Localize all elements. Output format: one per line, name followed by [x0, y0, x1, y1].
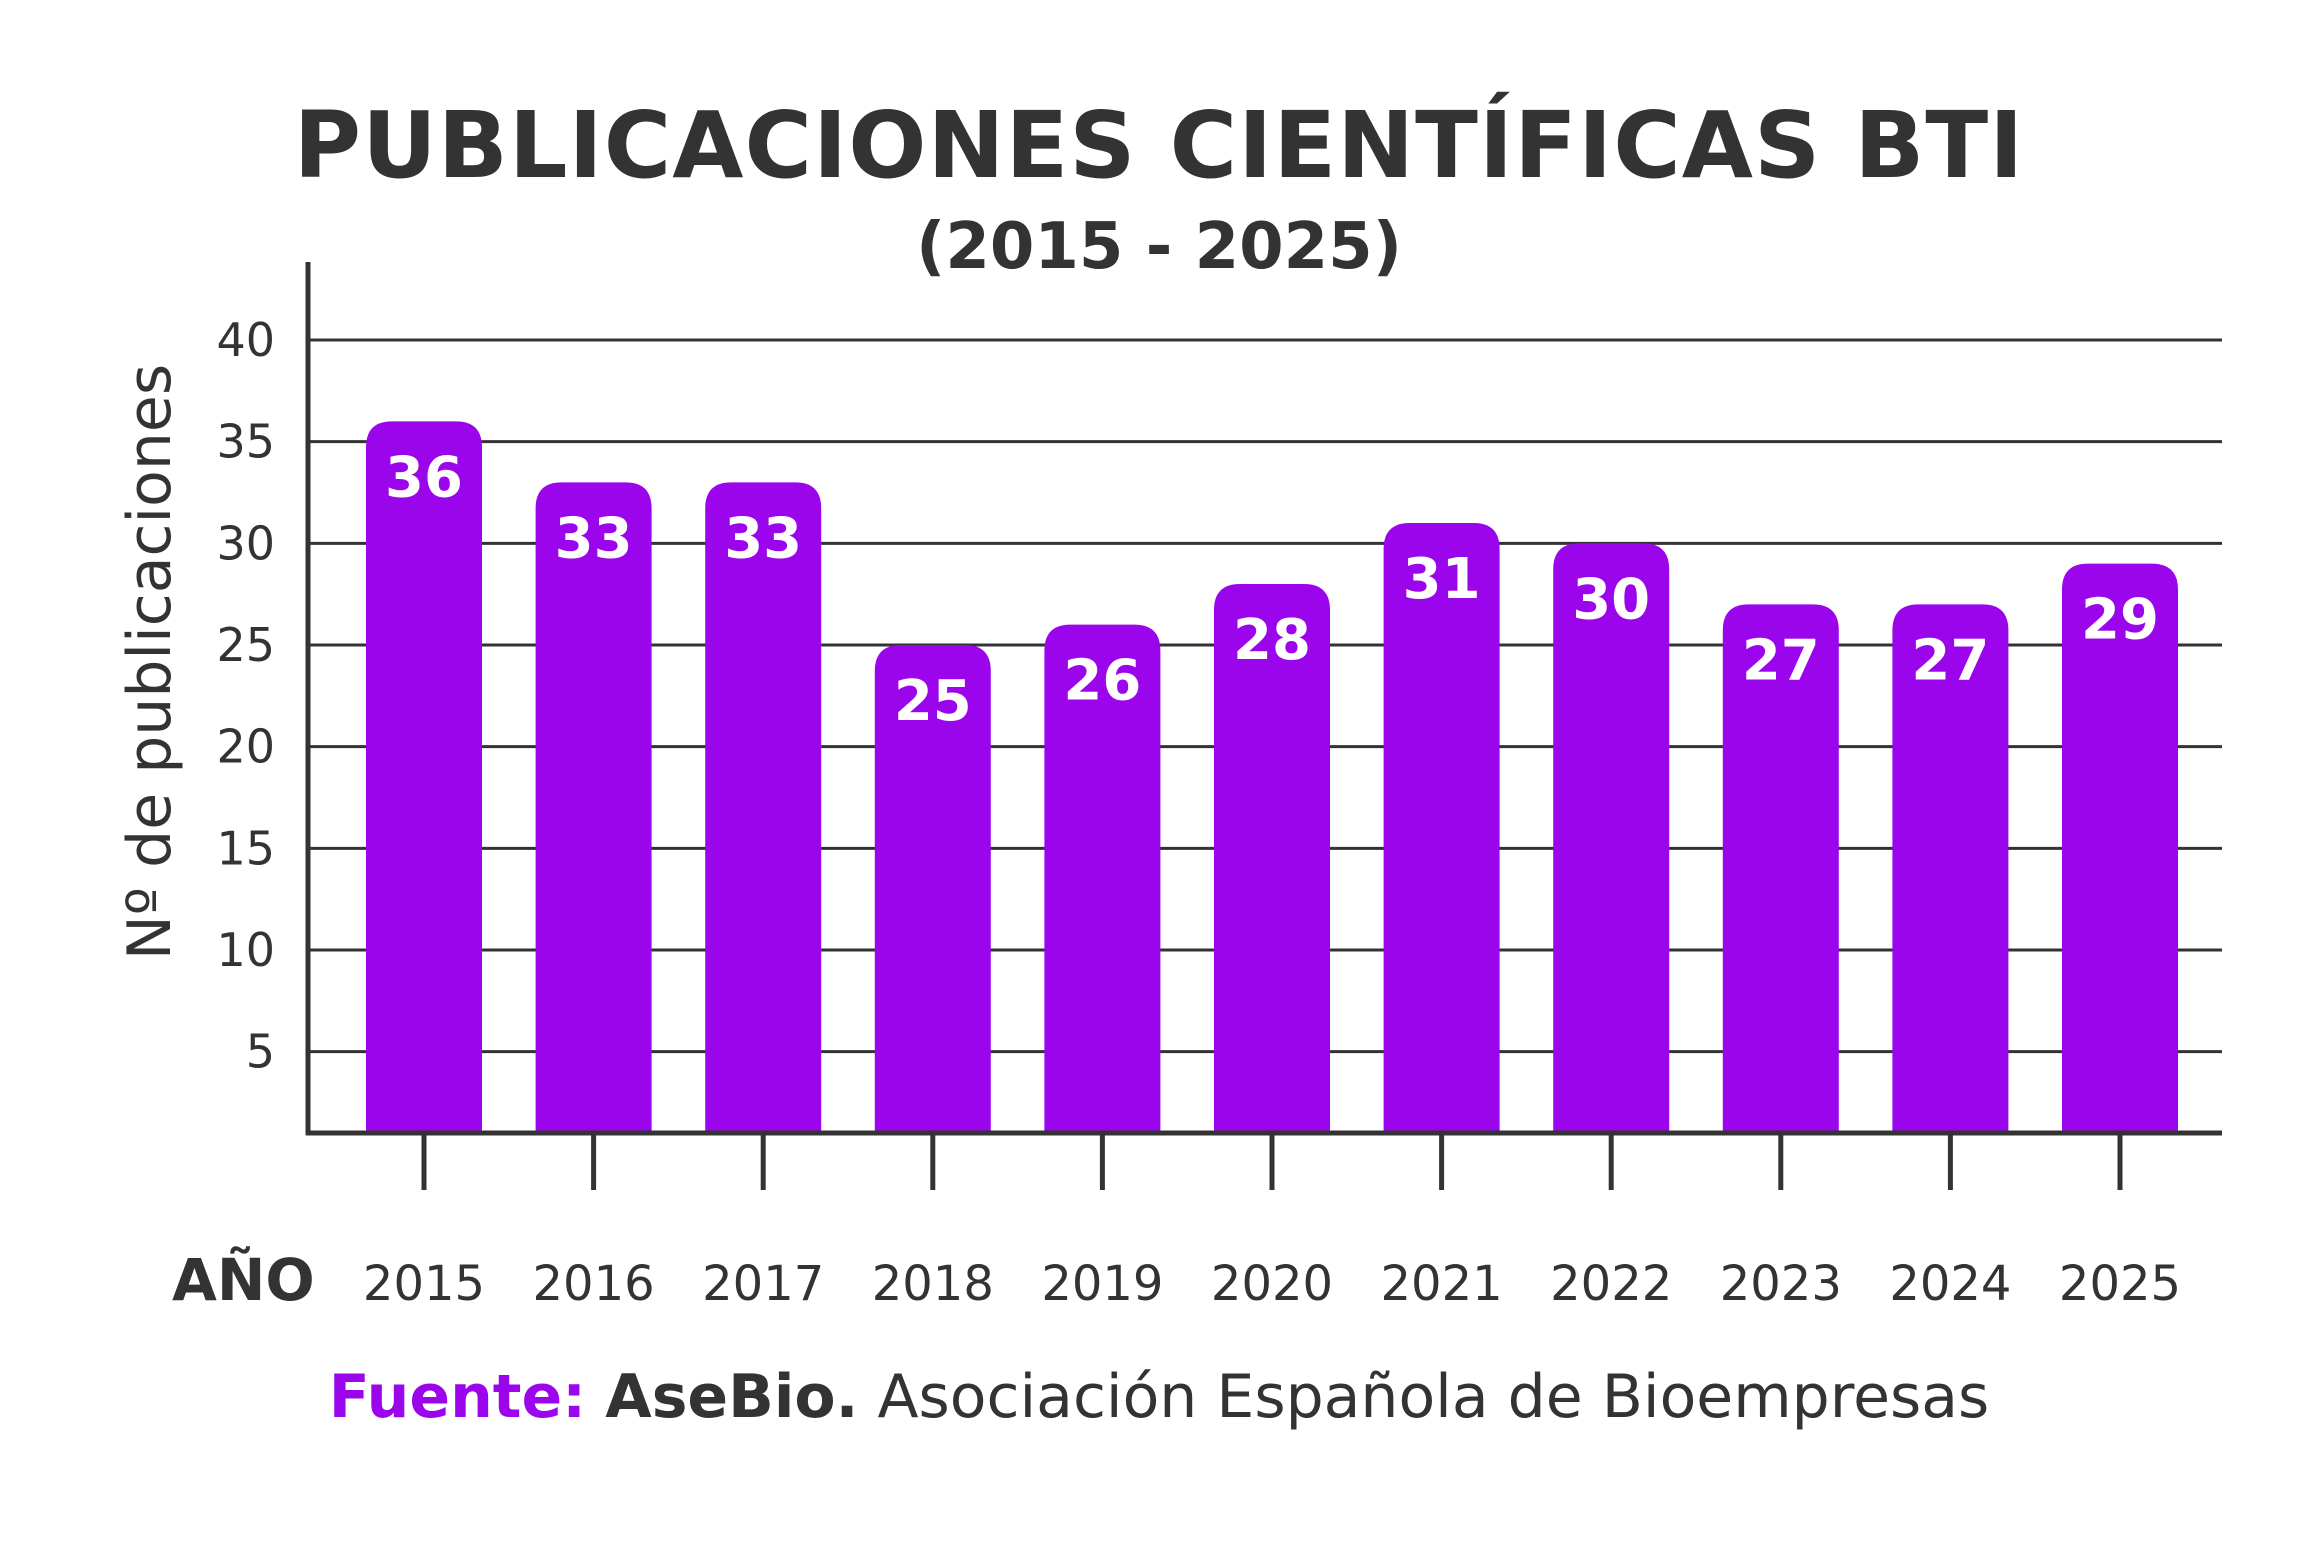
- source-text: Asociación Española de Bioempresas: [877, 1362, 1990, 1432]
- x-tick-label: 2015: [363, 1256, 485, 1312]
- y-tick-label: 5: [246, 1025, 275, 1079]
- data-label: 25: [894, 669, 972, 734]
- x-tick-label: 2024: [1889, 1256, 2011, 1312]
- source-label: Fuente:: [328, 1362, 587, 1432]
- y-tick-label: 25: [216, 618, 275, 672]
- bar: [705, 482, 822, 1133]
- chart-subtitle: (2015 - 2025): [916, 210, 1402, 284]
- bar: [874, 645, 991, 1133]
- x-tick-label: 2018: [872, 1256, 994, 1312]
- x-tick-label: 2016: [533, 1256, 655, 1312]
- data-label: 27: [1911, 628, 1989, 693]
- data-label: 33: [724, 506, 802, 571]
- data-label: 31: [1403, 547, 1481, 612]
- data-label: 28: [1233, 608, 1311, 673]
- bar: [1044, 624, 1161, 1133]
- y-tick-label: 20: [216, 720, 275, 774]
- source-org: AseBio.: [605, 1362, 859, 1432]
- x-tick-label: 2017: [702, 1256, 824, 1312]
- x-tick-label: 2025: [2059, 1256, 2181, 1312]
- bar: [1214, 584, 1330, 1133]
- bar: [1892, 604, 2009, 1133]
- bar: [1553, 543, 1670, 1133]
- y-tick-label: 10: [216, 923, 275, 977]
- x-tick-label: 2021: [1381, 1256, 1503, 1312]
- y-tick-label: 15: [216, 821, 275, 875]
- data-label: 26: [1063, 649, 1141, 714]
- data-label: 29: [2081, 588, 2159, 653]
- data-label: 27: [1742, 628, 1820, 693]
- chart-title: PUBLICACIONES CIENTÍFICAS BTI: [293, 92, 2025, 199]
- bar: [535, 482, 652, 1133]
- data-label: 33: [555, 506, 633, 571]
- y-axis-title: Nº de publicaciones: [115, 364, 185, 960]
- source-note: Fuente: AseBio. Asociación Española de B…: [0, 1362, 2318, 1432]
- y-tick-label: 40: [216, 313, 275, 367]
- x-tick-label: 2019: [1041, 1256, 1163, 1312]
- bar: [2062, 563, 2178, 1133]
- y-tick-label: 30: [216, 516, 275, 570]
- x-tick-label: 2023: [1720, 1256, 1842, 1312]
- bar: [1722, 604, 1839, 1133]
- x-tick-label: 2020: [1211, 1256, 1333, 1312]
- x-axis-title: AÑO: [172, 1245, 315, 1314]
- bar: [1383, 523, 1500, 1133]
- x-tick-label: 2022: [1550, 1256, 1672, 1312]
- data-label: 36: [385, 445, 463, 510]
- bar: [366, 421, 482, 1133]
- data-label: 30: [1572, 567, 1650, 632]
- y-tick-label: 35: [216, 415, 275, 469]
